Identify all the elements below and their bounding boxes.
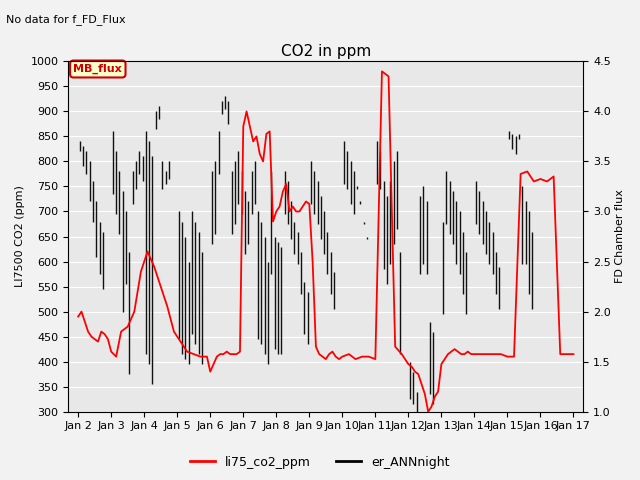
Text: MB_flux: MB_flux <box>74 64 122 74</box>
Legend: li75_co2_ppm, er_ANNnight: li75_co2_ppm, er_ANNnight <box>186 451 454 474</box>
Y-axis label: FD Chamber flux: FD Chamber flux <box>615 190 625 284</box>
Y-axis label: LI7500 CO2 (ppm): LI7500 CO2 (ppm) <box>15 186 25 288</box>
Title: CO2 in ppm: CO2 in ppm <box>281 44 371 59</box>
Text: No data for f_FD_Flux: No data for f_FD_Flux <box>6 14 126 25</box>
